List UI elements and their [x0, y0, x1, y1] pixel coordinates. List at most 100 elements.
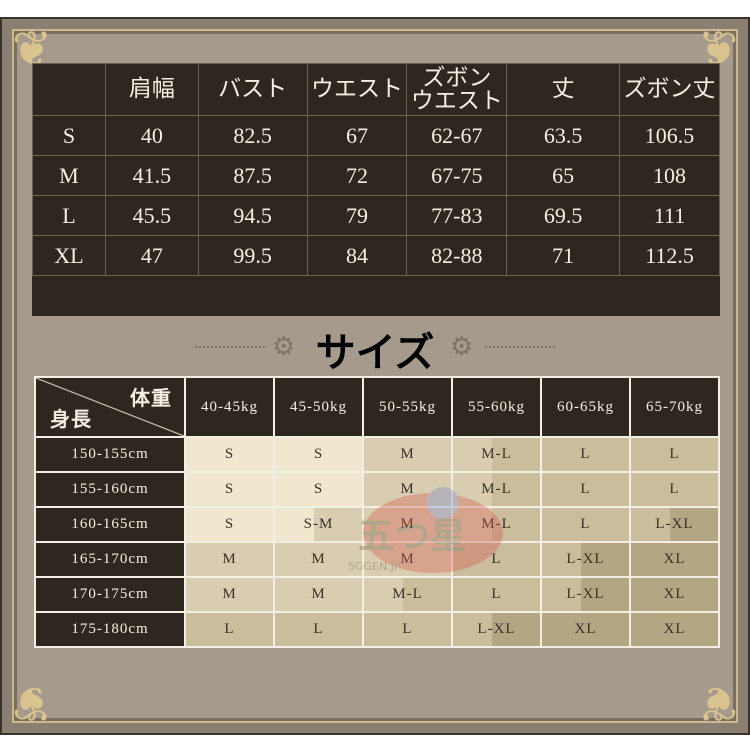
measurement-cell: 47 — [104, 235, 199, 276]
column-header — [32, 63, 106, 116]
size-cell: M — [362, 541, 453, 578]
size-cell: M-L — [451, 436, 542, 473]
column-header: バスト — [197, 63, 308, 116]
size-label: L — [32, 195, 106, 236]
size-cell: L-XL — [540, 576, 631, 613]
measurement-cell: 111 — [619, 195, 720, 236]
size-cell: S — [273, 436, 364, 473]
measurement-cell: 41.5 — [104, 155, 199, 196]
size-guide-table: 体重 身長 40-45kg 45-50kg 50-55kg 55-60kg 60-65kg 6… — [34, 376, 720, 648]
measurement-cell: 112.5 — [619, 235, 720, 276]
measurement-cell: 99.5 — [197, 235, 308, 276]
height-header: 175-180cm — [34, 611, 186, 648]
size-cell: M — [362, 436, 453, 473]
table-row: L 45.5 94.5 79 77-83 69.5 111 — [32, 195, 720, 236]
size-cell: L-XL — [629, 506, 720, 543]
table-row: 170-175cm M M M-L L L-XL XL — [34, 576, 720, 613]
measurement-cell: 94.5 — [197, 195, 308, 236]
weight-header: 55-60kg — [451, 376, 542, 438]
table-row: 160-165cm S S-M M M-L L L-XL — [34, 506, 720, 543]
column-header: ズボン ウエスト — [406, 63, 508, 116]
measurement-cell: 84 — [306, 235, 408, 276]
table-row: 175-180cm L L L L-XL XL XL — [34, 611, 720, 648]
measurement-cell: 63.5 — [506, 115, 621, 156]
size-cell: L — [184, 611, 275, 648]
size-label: S — [32, 115, 106, 156]
empty-cell — [620, 276, 720, 316]
height-header: 155-160cm — [34, 471, 186, 508]
size-cell: L-XL — [540, 541, 631, 578]
weight-header: 40-45kg — [184, 376, 275, 438]
size-cell: XL — [629, 576, 720, 613]
corner-ornament-icon: ❦ — [11, 675, 53, 731]
size-cell: M-L — [451, 471, 542, 508]
weight-header: 50-55kg — [362, 376, 453, 438]
weight-label: 体重 — [130, 386, 172, 410]
size-cell: M — [273, 576, 364, 613]
measurement-cell: 67 — [306, 115, 408, 156]
column-header: ズボン丈 — [619, 63, 720, 116]
table-row: 165-170cm M M M L L-XL XL — [34, 541, 720, 578]
size-cell: L — [629, 471, 720, 508]
table-row: M 41.5 87.5 72 67-75 65 108 — [32, 155, 720, 196]
measurement-cell: 82.5 — [197, 115, 308, 156]
size-cell: M — [184, 541, 275, 578]
measurement-cell: 82-88 — [406, 235, 508, 276]
size-cell: L — [362, 611, 453, 648]
size-cell: S — [273, 471, 364, 508]
measurement-cell: 79 — [306, 195, 408, 236]
divider — [195, 346, 265, 348]
size-cell: L — [273, 611, 364, 648]
weight-header: 65-70kg — [629, 376, 720, 438]
table-row: S 40 82.5 67 62-67 63.5 106.5 — [32, 115, 720, 156]
size-label: M — [32, 155, 106, 196]
weight-header: 60-65kg — [540, 376, 631, 438]
table-row: 150-155cm S S M M-L L L — [34, 436, 720, 473]
height-header: 165-170cm — [34, 541, 186, 578]
size-cell: XL — [540, 611, 631, 648]
size-cell: S — [184, 471, 275, 508]
page-title: サイズ — [315, 330, 435, 376]
measurement-cell: 62-67 — [406, 115, 508, 156]
height-header: 160-165cm — [34, 506, 186, 543]
size-label: XL — [32, 235, 106, 276]
measurement-cell: 77-83 — [406, 195, 508, 236]
weight-header: 45-50kg — [273, 376, 364, 438]
size-cell: XL — [629, 611, 720, 648]
table-row: XL 47 99.5 84 82-88 71 112.5 — [32, 235, 720, 276]
divider — [485, 346, 555, 348]
size-cell: S — [184, 506, 275, 543]
empty-cell — [307, 276, 407, 316]
measurement-cell: 69.5 — [506, 195, 621, 236]
measurement-cell: 45.5 — [104, 195, 199, 236]
measurement-cell: 108 — [619, 155, 720, 196]
empty-cell — [198, 276, 307, 316]
height-header: 150-155cm — [34, 436, 186, 473]
size-cell: M-L — [451, 506, 542, 543]
size-cell: M-L — [362, 576, 453, 613]
measurement-cell: 87.5 — [197, 155, 308, 196]
column-header: ウエスト — [306, 63, 408, 116]
height-header: 170-175cm — [34, 576, 186, 613]
measurement-cell: 65 — [506, 155, 621, 196]
measurement-table: 肩幅 バスト ウエスト ズボン ウエスト丈ズボン丈 S 40 82.5 67 62-67 63.5… — [32, 63, 720, 316]
size-cell: L — [451, 576, 542, 613]
measurement-cell: 67-75 — [406, 155, 508, 196]
measurement-cell: 71 — [506, 235, 621, 276]
table-row: 155-160cm S S M M-L L L — [34, 471, 720, 508]
size-cell: L — [540, 436, 631, 473]
size-cell: M — [362, 506, 453, 543]
column-header: 肩幅 — [104, 63, 199, 116]
empty-cell — [407, 276, 507, 316]
column-header: 丈 — [506, 63, 621, 116]
size-cell: L — [629, 436, 720, 473]
empty-cell — [33, 276, 106, 316]
gear-icon: ⚙ — [272, 332, 296, 362]
empty-cell — [105, 276, 198, 316]
size-cell: S — [184, 436, 275, 473]
size-cell: M — [273, 541, 364, 578]
size-cell: M — [184, 576, 275, 613]
size-cell: L — [540, 506, 631, 543]
measurement-cell: 72 — [306, 155, 408, 196]
size-cell: S-M — [273, 506, 364, 543]
